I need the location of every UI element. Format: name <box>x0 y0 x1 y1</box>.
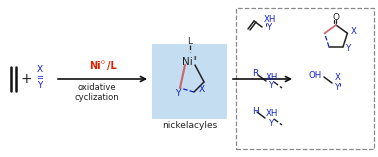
Text: XH: XH <box>266 109 278 119</box>
Text: Ni: Ni <box>89 61 101 71</box>
Text: +: + <box>20 72 32 86</box>
Text: OH: OH <box>308 70 322 79</box>
Text: Y: Y <box>346 44 352 53</box>
Text: =: = <box>37 73 43 82</box>
Text: Y: Y <box>270 119 275 127</box>
Text: X: X <box>335 73 341 82</box>
Text: Y: Y <box>335 82 341 92</box>
Text: Y: Y <box>267 24 273 32</box>
Text: nickelacyles: nickelacyles <box>163 121 218 130</box>
Bar <box>152 44 227 119</box>
Text: X: X <box>350 27 356 36</box>
Text: R: R <box>252 70 258 78</box>
Text: XH: XH <box>264 16 276 24</box>
Text: X: X <box>199 86 205 95</box>
Text: oxidative: oxidative <box>78 84 116 92</box>
Text: Y: Y <box>175 89 181 98</box>
Text: cyclization: cyclization <box>75 92 119 101</box>
Text: XH: XH <box>266 73 278 81</box>
Bar <box>236 8 374 149</box>
Text: O: O <box>333 13 339 22</box>
Text: 0: 0 <box>101 60 105 65</box>
Text: Ni: Ni <box>181 57 192 67</box>
Text: L: L <box>187 36 192 46</box>
Text: /L: /L <box>107 61 117 71</box>
Text: Y: Y <box>37 81 43 90</box>
Text: X: X <box>37 65 43 75</box>
Text: H: H <box>252 106 259 116</box>
Text: II: II <box>193 56 197 60</box>
Text: Y: Y <box>270 81 275 90</box>
